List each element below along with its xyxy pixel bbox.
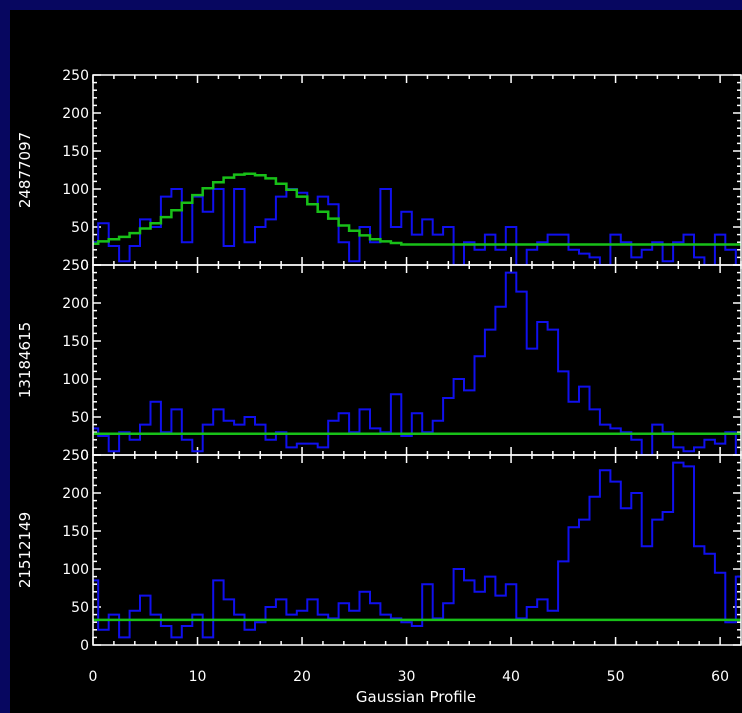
data-histogram-2 — [93, 461, 741, 639]
y-tick-label: 250 — [62, 68, 89, 84]
data-histogram-1 — [93, 271, 741, 455]
panel-y-label: 21512149 — [16, 512, 34, 588]
panel-1: 0 50 100 150 200 250 13184615 — [16, 258, 742, 464]
panel-border — [92, 264, 742, 456]
y-tick-label: 150 — [62, 524, 89, 540]
panel-border — [92, 454, 742, 646]
gaussian-fit-0 — [93, 172, 741, 246]
y-tick-label: 0 — [80, 258, 89, 274]
y-tick-label: 100 — [62, 182, 89, 198]
y-tick-label: 0 — [80, 638, 89, 654]
panel-2: 0 50 100 150 200 250 21512149 — [16, 448, 742, 654]
panel-y-label: 13184615 — [16, 322, 34, 398]
x-axis-label: Gaussian Profile — [356, 688, 476, 706]
y-tick-label: 150 — [62, 334, 89, 350]
y-tick-label: 100 — [62, 562, 89, 578]
x-tick-label: 10 — [189, 669, 207, 685]
x-tick-label: 0 — [89, 669, 98, 685]
y-tick-label: 100 — [62, 372, 89, 388]
x-tick-label: 40 — [502, 669, 520, 685]
x-tick-label: 20 — [293, 669, 311, 685]
x-tick-label: 60 — [711, 669, 729, 685]
x-tick-label: 30 — [398, 669, 416, 685]
y-tick-label: 150 — [62, 144, 89, 160]
panel-0: 0 50 100 150 200 250 24877097 — [16, 68, 742, 274]
y-tick-label: 250 — [62, 448, 89, 464]
y-tick-label: 50 — [71, 600, 89, 616]
panel-y-label: 24877097 — [16, 132, 34, 208]
y-tick-label: 200 — [62, 106, 89, 122]
data-histogram-0 — [93, 188, 741, 265]
y-tick-label: 50 — [71, 220, 89, 236]
x-axis: 0 10 20 30 40 50 60 — [89, 669, 729, 685]
y-tick-label: 200 — [62, 486, 89, 502]
y-tick-label: 50 — [71, 410, 89, 426]
y-tick-label: 0 — [80, 448, 89, 464]
y-tick-label: 250 — [62, 258, 89, 274]
y-tick-label: 200 — [62, 296, 89, 312]
x-tick-label: 50 — [607, 669, 625, 685]
plot-frame — [10, 10, 742, 713]
panel-border — [92, 74, 742, 266]
